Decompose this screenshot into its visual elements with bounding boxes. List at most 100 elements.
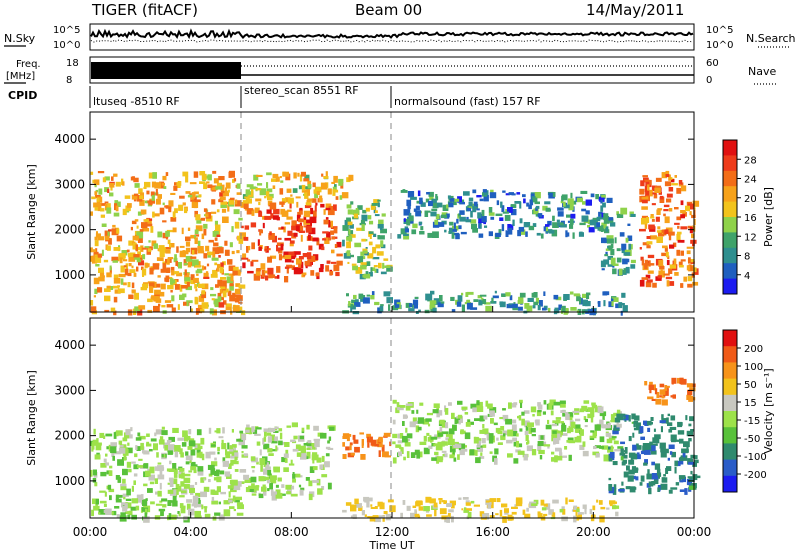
- velocity-cell: [402, 435, 408, 443]
- power-cell: [670, 179, 675, 183]
- velocity-cell: [266, 479, 271, 484]
- power-colorbar-tick-label: 20: [744, 194, 757, 205]
- power-cell: [354, 302, 361, 307]
- power-colorbar-swatch: [723, 155, 737, 172]
- velocity-cell: [656, 468, 661, 476]
- velocity-cell: [258, 493, 264, 499]
- power-cell: [400, 228, 407, 235]
- power-cell: [279, 176, 282, 179]
- velocity-cell: [591, 404, 598, 409]
- power-frame: [89, 111, 695, 313]
- velocity-cell: [516, 443, 523, 448]
- power-cell: [331, 249, 335, 254]
- power-cell: [185, 236, 191, 242]
- power-cell: [449, 221, 454, 226]
- power-cell: [348, 174, 354, 181]
- power-cell: [379, 225, 383, 230]
- velocity-cell: [678, 475, 686, 480]
- power-cell: [687, 203, 695, 210]
- power-cell: [665, 174, 670, 178]
- velocity-colorbar-label: Velocity [m s⁻¹]: [762, 368, 775, 453]
- velocity-cell: [510, 419, 517, 424]
- velocity-cell: [560, 455, 567, 458]
- velocity-cell: [545, 424, 552, 430]
- velocity-cell: [327, 482, 332, 490]
- power-cell: [207, 251, 214, 256]
- power-cell: [603, 217, 610, 224]
- velocity-cell: [92, 498, 99, 505]
- velocity-cell: [116, 514, 120, 518]
- velocity-cell: [405, 405, 411, 411]
- power-cell: [227, 189, 230, 193]
- power-cell: [352, 209, 360, 216]
- velocity-cell: [635, 445, 642, 450]
- velocity-cell: [497, 430, 503, 435]
- power-cell: [320, 203, 325, 208]
- power-cell: [307, 234, 311, 241]
- velocity-cell: [664, 385, 668, 391]
- velocity-cell: [522, 509, 526, 515]
- velocity-cell: [531, 434, 536, 437]
- velocity-cell: [557, 430, 563, 435]
- power-cell: [250, 261, 254, 267]
- velocity-cell: [396, 402, 400, 409]
- power-cell: [557, 207, 564, 211]
- power-cell: [380, 240, 384, 247]
- velocity-cell: [123, 494, 126, 500]
- power-cell: [683, 276, 687, 282]
- velocity-cell: [543, 444, 551, 447]
- velocity-cell: [598, 500, 603, 505]
- power-cell: [96, 197, 100, 202]
- power-cell: [149, 218, 153, 221]
- power-cell: [570, 307, 577, 311]
- velocity-cell: [644, 459, 648, 465]
- power-cell: [242, 253, 247, 259]
- velocity-cell: [154, 466, 159, 471]
- velocity-cell: [537, 511, 541, 516]
- power-cell: [358, 293, 364, 299]
- velocity-cell: [200, 437, 205, 445]
- power-cell: [463, 191, 470, 196]
- velocity-cell: [325, 446, 331, 450]
- velocity-cell: [425, 418, 432, 422]
- power-cell: [143, 219, 149, 222]
- power-cell: [336, 241, 342, 248]
- power-cell: [545, 226, 548, 231]
- power-cell: [307, 180, 312, 186]
- power-cell: [153, 243, 158, 249]
- velocity-cell: [657, 487, 660, 492]
- velocity-cell: [545, 503, 551, 510]
- velocity-cell: [150, 501, 155, 505]
- velocity-cell: [306, 441, 312, 447]
- velocity-cell: [666, 385, 670, 388]
- velocity-cell: [308, 493, 313, 501]
- power-cell: [603, 238, 610, 244]
- power-cell: [177, 304, 180, 310]
- power-cell: [93, 277, 100, 285]
- power-cell: [454, 232, 459, 236]
- power-cell: [184, 250, 189, 255]
- velocity-cell: [399, 433, 404, 439]
- power-cell: [112, 285, 120, 289]
- power-cell: [688, 257, 691, 264]
- velocity-cell: [434, 509, 437, 517]
- velocity-cell: [550, 410, 554, 416]
- velocity-cell: [628, 436, 632, 442]
- velocity-cell: [98, 509, 106, 515]
- velocity-cell: [95, 443, 102, 451]
- power-colorbar-swatch: [723, 140, 737, 156]
- power-cell: [559, 222, 564, 226]
- power-cell: [431, 208, 438, 212]
- velocity-cell: [465, 508, 472, 511]
- power-cell: [472, 189, 477, 194]
- power-cell: [465, 292, 469, 297]
- power-cell: [150, 296, 154, 300]
- velocity-cell: [150, 438, 157, 442]
- power-cell: [645, 190, 650, 197]
- power-cell: [640, 256, 644, 261]
- noise-strip-frame: [89, 23, 695, 51]
- velocity-cell: [560, 410, 566, 413]
- velocity-cell: [504, 508, 509, 513]
- power-cell: [241, 310, 246, 316]
- velocity-cell: [120, 485, 127, 491]
